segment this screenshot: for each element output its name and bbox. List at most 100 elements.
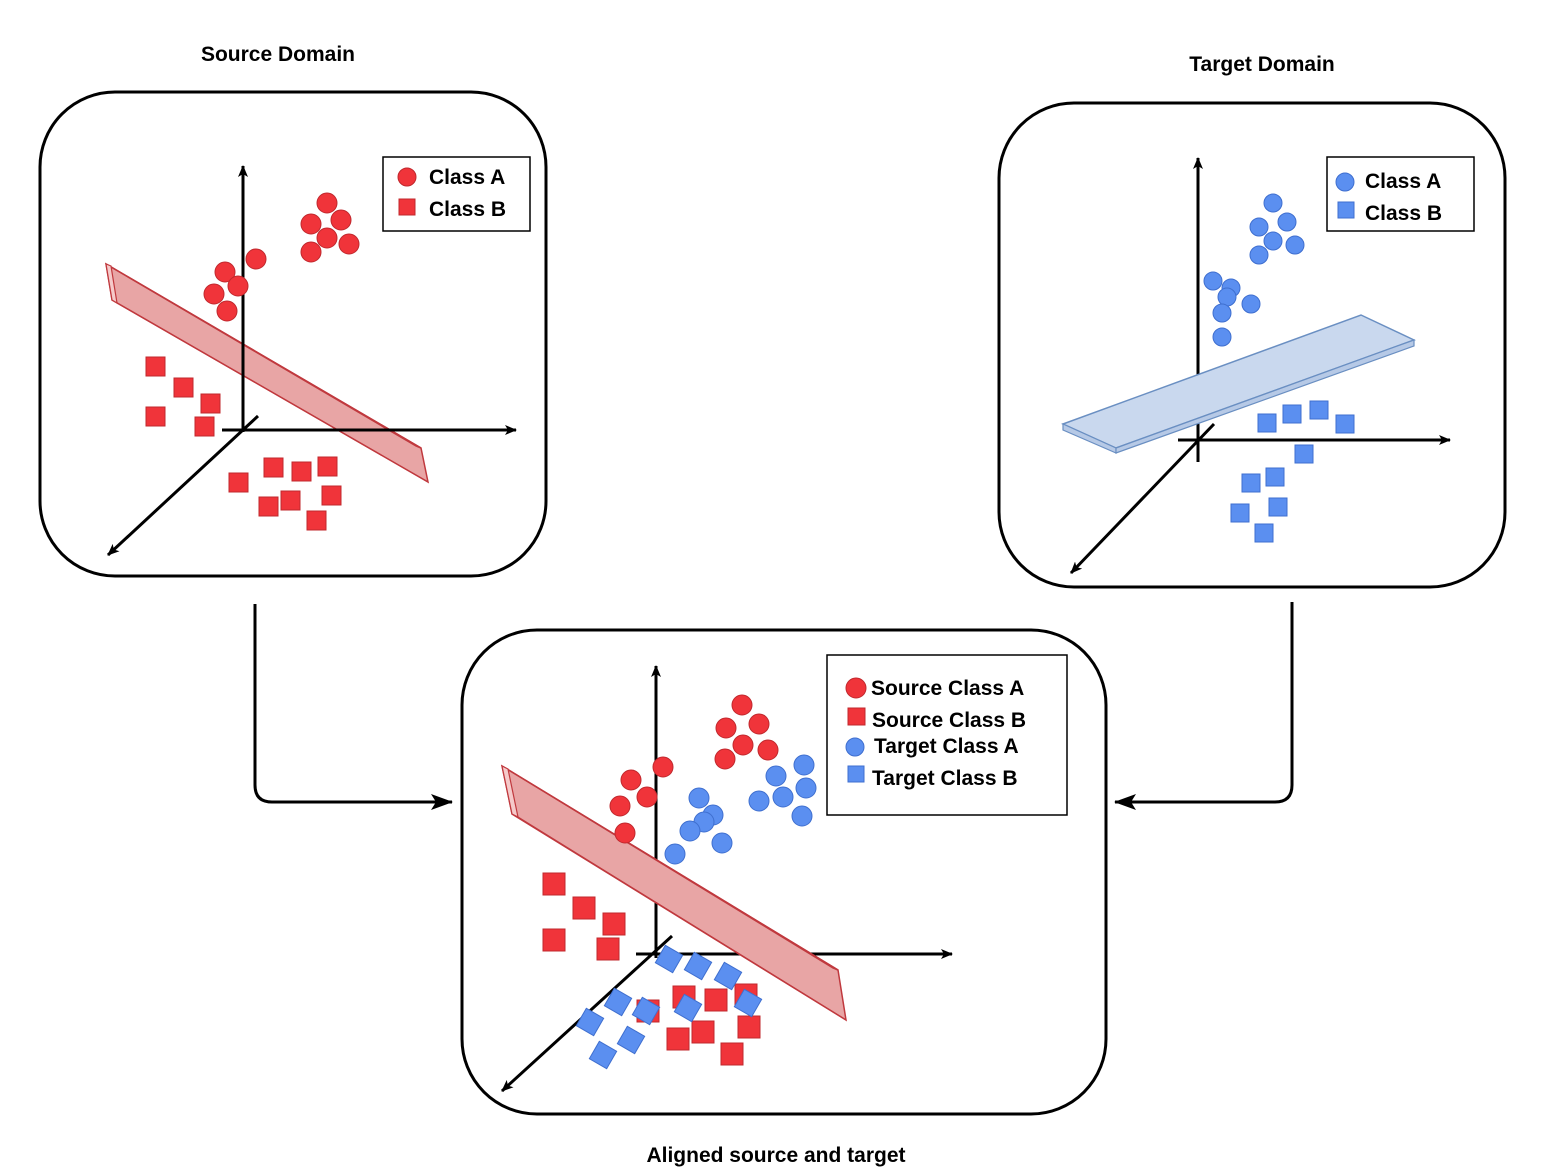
aligned-source-b-point [737, 1015, 761, 1039]
target-decision-plane [1061, 314, 1416, 454]
target-class-b-points [1230, 400, 1355, 543]
aligned-target-a-point [772, 786, 794, 808]
aligned-source-a-point [757, 739, 779, 761]
aligned-legend-target-b: Target Class B [872, 767, 1018, 790]
aligned-source-a-point [652, 756, 674, 778]
target-to-aligned-arrow [1114, 602, 1294, 810]
source-domain-title: Source Domain [201, 43, 355, 66]
source-legend-class-b: Class B [429, 198, 506, 221]
target-class-a-point [1263, 231, 1283, 251]
target-class-a-point [1249, 245, 1269, 265]
aligned-target-b-point [713, 961, 743, 991]
source-class-b-point [291, 461, 312, 482]
target-class-a-point [1212, 327, 1232, 347]
target-class-b-point [1335, 414, 1355, 434]
target-plot: Class A Class B [1061, 156, 1475, 575]
target-class-b-point [1254, 523, 1274, 543]
aligned-panel [460, 628, 1108, 1116]
source-class-a-point [330, 209, 352, 231]
source-class-b-point [306, 510, 327, 531]
aligned-target-a-point [791, 805, 813, 827]
source-class-b-point [263, 457, 284, 478]
source-class-a-point [316, 192, 338, 214]
source-class-a-points [203, 192, 360, 322]
target-class-a-point [1241, 294, 1261, 314]
aligned-target-a-point [711, 832, 733, 854]
source-class-b-point [258, 496, 279, 517]
aligned-source-a-point [614, 822, 636, 844]
aligned-legend-source-a: Source Class A [871, 677, 1024, 700]
target-class-a-point [1263, 193, 1283, 213]
aligned-legend-target-a: Target Class A [874, 735, 1019, 758]
legend-circle-icon [845, 677, 867, 699]
aligned-source-b-point [596, 937, 620, 961]
aligned-target-class-a-points [664, 754, 817, 865]
aligned-source-a-point [732, 734, 754, 756]
aligned-source-b-point [542, 872, 566, 896]
aligned-target-b-point [631, 996, 661, 1026]
source-axes [106, 165, 517, 557]
aligned-target-a-point [748, 790, 770, 812]
aligned-source-b-point [666, 1027, 690, 1051]
target-class-a-point [1212, 303, 1232, 323]
aligned-decision-plane [500, 764, 847, 1022]
aligned-title: Aligned source and target [646, 1144, 905, 1167]
source-class-a-point [203, 283, 225, 305]
source-class-b-point [280, 490, 301, 511]
aligned-source-a-point [609, 795, 631, 817]
source-class-b-point [228, 472, 249, 493]
aligned-source-a-point [715, 717, 737, 739]
source-class-b-point [194, 416, 215, 437]
aligned-target-class-b-points [575, 944, 763, 1070]
aligned-target-b-point [603, 987, 633, 1017]
target-legend-class-b: Class B [1365, 202, 1442, 225]
aligned-source-b-point [542, 928, 566, 952]
legend-square-icon [847, 765, 865, 783]
aligned-target-b-point [588, 1040, 618, 1070]
target-class-b-point [1230, 503, 1250, 523]
target-domain-title: Target Domain [1189, 53, 1334, 76]
aligned-target-b-point [683, 951, 713, 981]
aligned-source-a-point [636, 786, 658, 808]
source-class-b-points [145, 356, 342, 531]
target-class-a-point [1203, 271, 1223, 291]
aligned-plot: Source Class A Source Class B Target Cla… [500, 654, 1068, 1093]
aligned-target-b-point [575, 1007, 605, 1037]
source-class-a-point [316, 227, 338, 249]
target-class-b-point [1268, 497, 1288, 517]
aligned-target-a-point [679, 820, 701, 842]
source-class-b-point [200, 393, 221, 414]
aligned-target-b-point [616, 1025, 646, 1055]
source-class-a-point [227, 275, 249, 297]
source-class-a-point [300, 213, 322, 235]
target-class-a-point [1277, 212, 1297, 232]
aligned-source-a-point [620, 769, 642, 791]
aligned-source-b-point [720, 1042, 744, 1066]
source-class-b-point [145, 356, 166, 377]
aligned-target-a-point [664, 843, 686, 865]
target-class-a-point [1285, 235, 1305, 255]
aligned-source-b-point [704, 988, 728, 1012]
target-class-a-point [1217, 287, 1237, 307]
source-decision-plane [104, 262, 430, 484]
legend-square-icon [1337, 201, 1355, 219]
source-legend-class-a: Class A [429, 166, 505, 189]
source-class-a-point [245, 248, 267, 270]
target-class-b-point [1282, 404, 1302, 424]
aligned-legend: Source Class A Source Class B Target Cla… [826, 654, 1068, 816]
aligned-target-b-point [673, 993, 703, 1023]
aligned-source-a-point [748, 713, 770, 735]
target-class-b-point [1294, 444, 1314, 464]
aligned-source-a-point [731, 694, 753, 716]
aligned-target-b-point [733, 988, 763, 1018]
aligned-target-a-point [793, 754, 815, 776]
aligned-source-b-point [572, 896, 596, 920]
aligned-legend-source-b: Source Class B [872, 709, 1026, 732]
source-legend: Class A Class B [382, 156, 531, 232]
source-class-a-point [214, 261, 236, 283]
source-class-a-point [216, 300, 238, 322]
legend-circle-icon [397, 167, 417, 187]
aligned-target-b-point [654, 944, 684, 974]
aligned-source-a-point [714, 748, 736, 770]
